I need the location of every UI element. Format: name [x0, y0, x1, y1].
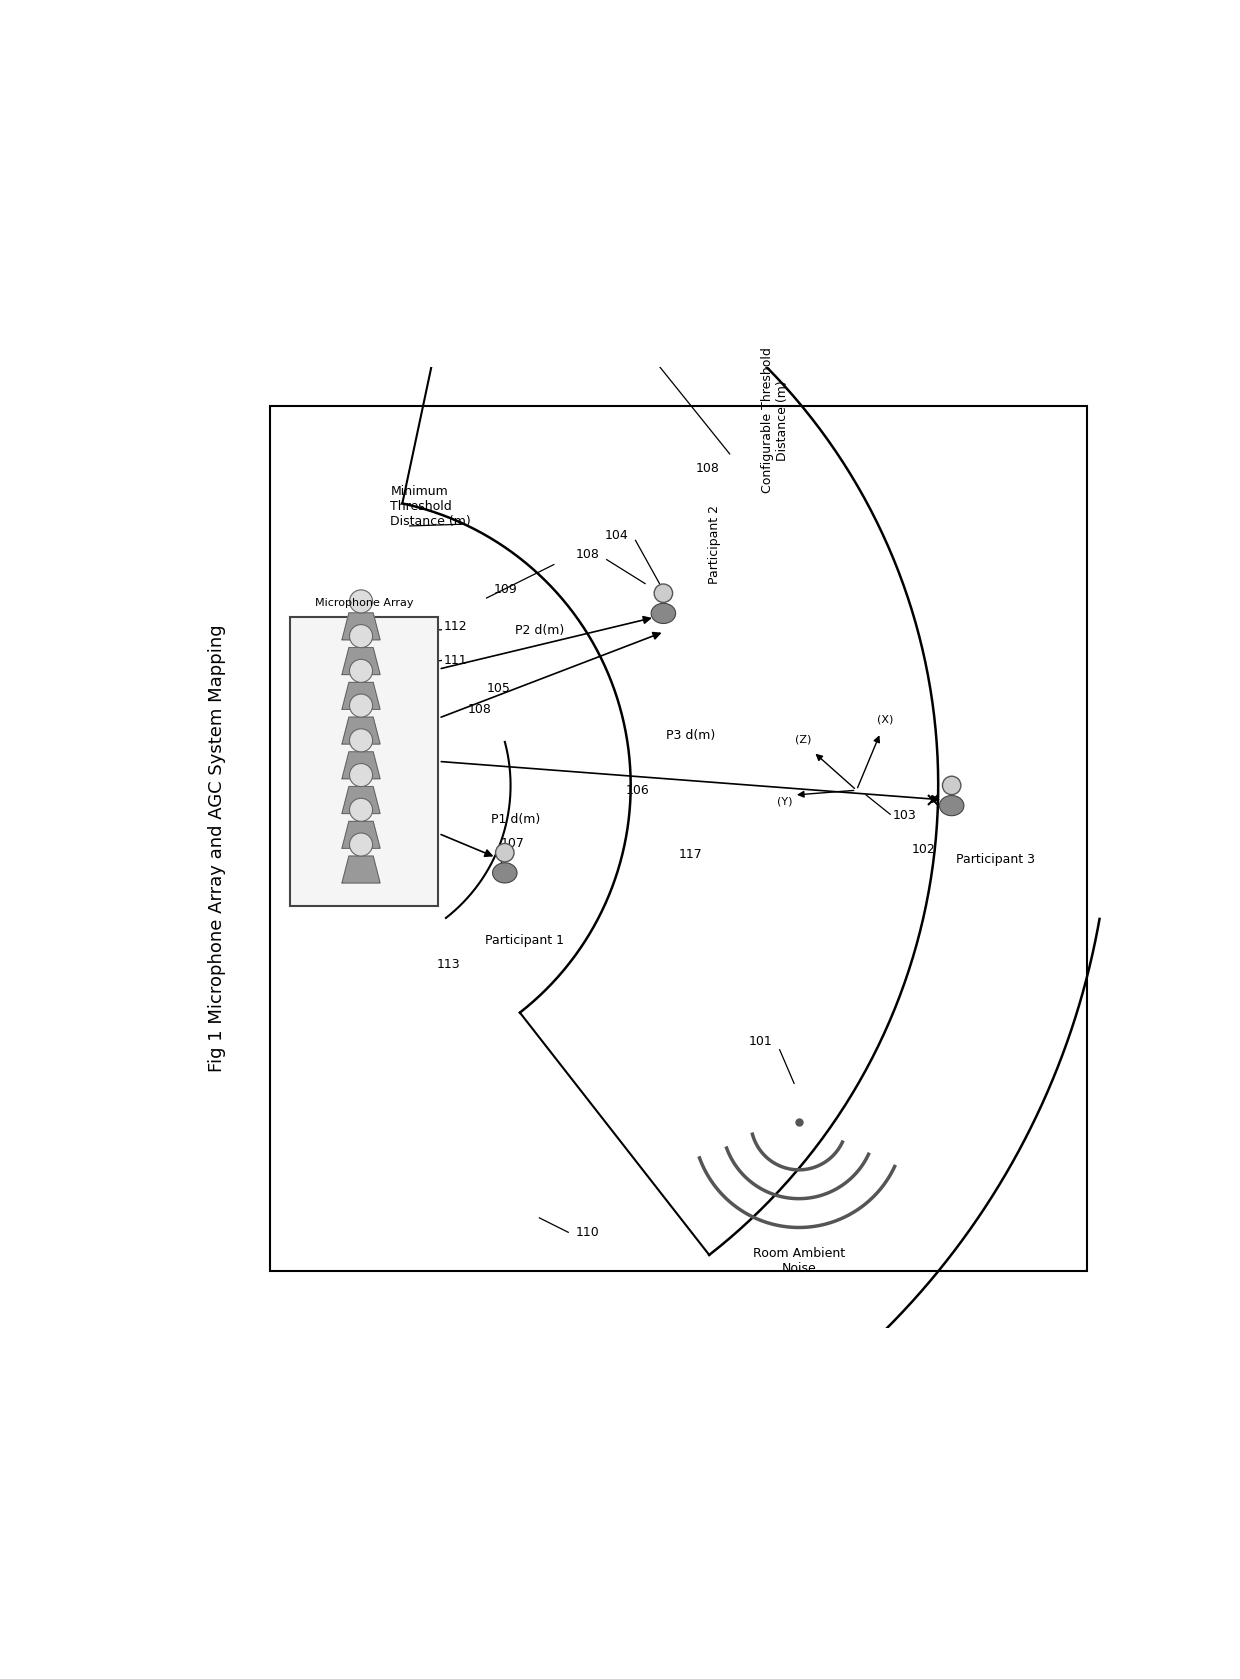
Bar	[270, 406, 1087, 1271]
Polygon shape	[342, 821, 381, 848]
Ellipse shape	[940, 796, 963, 816]
Text: 109: 109	[494, 583, 517, 596]
Circle shape	[496, 843, 515, 861]
Circle shape	[942, 776, 961, 794]
Bar	[290, 618, 439, 905]
Circle shape	[350, 693, 372, 717]
Text: Configurable Threshold
Distance (m): Configurable Threshold Distance (m)	[761, 348, 789, 494]
Polygon shape	[342, 648, 381, 675]
Text: 117: 117	[678, 848, 703, 861]
Text: P2 d(m): P2 d(m)	[516, 625, 564, 638]
Ellipse shape	[492, 863, 517, 883]
Text: 101: 101	[749, 1034, 773, 1048]
Polygon shape	[342, 717, 381, 744]
Text: 108: 108	[467, 704, 491, 715]
Text: 110: 110	[575, 1226, 599, 1239]
Ellipse shape	[651, 603, 676, 623]
Circle shape	[350, 660, 372, 682]
Text: 102: 102	[911, 843, 936, 856]
Circle shape	[350, 729, 372, 752]
Text: Participant 2: Participant 2	[708, 505, 720, 584]
Text: 105: 105	[486, 682, 511, 695]
Text: 113: 113	[436, 959, 460, 970]
Text: (X): (X)	[877, 715, 894, 725]
Text: (Z): (Z)	[796, 734, 812, 744]
Text: Minimum
Threshold
Distance (m): Minimum Threshold Distance (m)	[391, 485, 471, 529]
Circle shape	[350, 798, 372, 821]
Circle shape	[350, 589, 372, 613]
Text: Microphone Array: Microphone Array	[315, 598, 413, 608]
Text: 107: 107	[501, 836, 525, 850]
Text: 111: 111	[444, 655, 467, 667]
Text: 108: 108	[696, 462, 719, 475]
Text: Participant 1: Participant 1	[486, 935, 564, 947]
Text: 108: 108	[575, 549, 599, 561]
Text: 104: 104	[604, 529, 629, 542]
Circle shape	[655, 584, 672, 603]
Polygon shape	[342, 682, 381, 709]
Polygon shape	[342, 613, 381, 640]
Text: Fig 1 Microphone Array and AGC System Mapping: Fig 1 Microphone Array and AGC System Ma…	[208, 625, 227, 1071]
Text: Participant 3: Participant 3	[956, 853, 1035, 866]
Circle shape	[350, 764, 372, 786]
Text: P3 d(m): P3 d(m)	[666, 729, 715, 742]
Polygon shape	[342, 856, 381, 883]
Text: Room Ambient
Noise: Room Ambient Noise	[753, 1247, 844, 1274]
Text: (Y): (Y)	[776, 796, 792, 806]
Text: 112: 112	[444, 620, 467, 633]
Text: 103: 103	[893, 809, 916, 823]
Circle shape	[350, 833, 372, 856]
Polygon shape	[342, 786, 381, 814]
Circle shape	[350, 625, 372, 648]
Text: P1 d(m): P1 d(m)	[491, 813, 541, 826]
Text: 106: 106	[625, 784, 649, 798]
Polygon shape	[342, 752, 381, 779]
